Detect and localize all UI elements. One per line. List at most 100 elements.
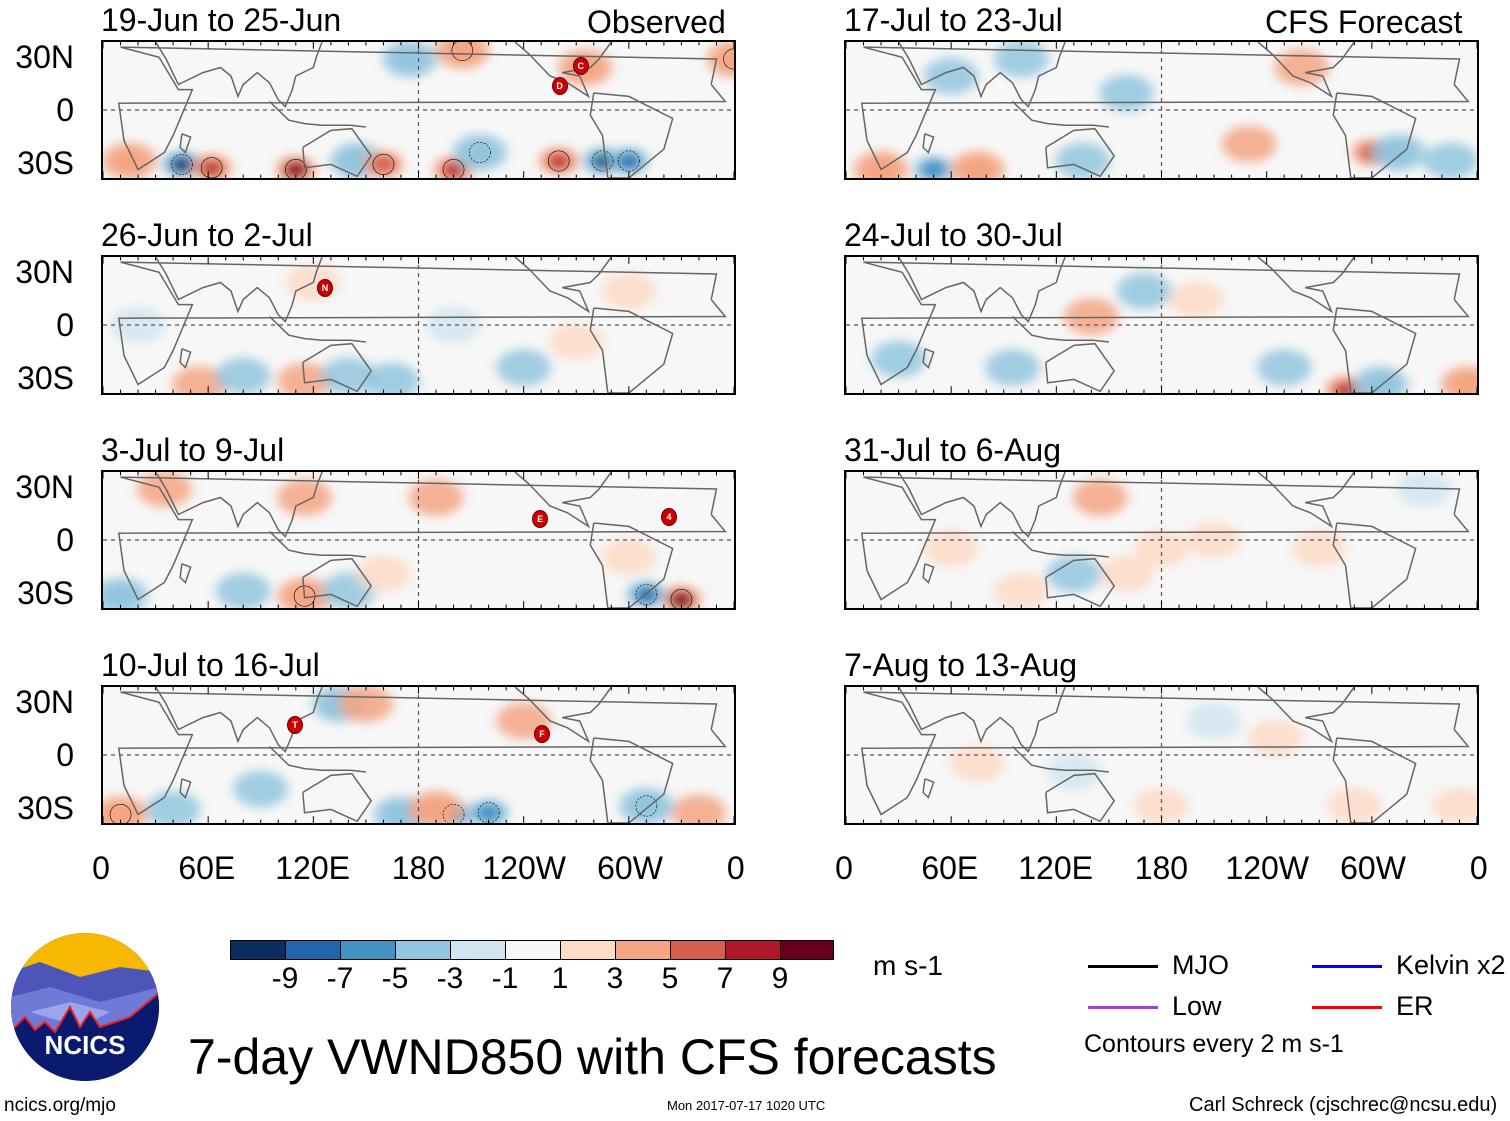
coastline bbox=[899, 257, 1066, 322]
y-axis-label: 0 bbox=[56, 92, 74, 128]
colorbar-label: -9 bbox=[271, 962, 299, 995]
coastline bbox=[303, 344, 371, 392]
anomaly-blob bbox=[923, 530, 979, 567]
anomaly-blob bbox=[356, 555, 411, 593]
anomaly-blob bbox=[1274, 49, 1330, 86]
y-axis-label: 30S bbox=[17, 790, 74, 826]
coastline bbox=[1046, 129, 1114, 177]
storm-marker-icon: N bbox=[317, 279, 333, 298]
map-panel bbox=[844, 685, 1479, 825]
anomaly-peak bbox=[174, 159, 189, 173]
anomaly-blob bbox=[1116, 272, 1172, 310]
coastline bbox=[515, 42, 611, 96]
map-canvas bbox=[846, 257, 1477, 393]
coastline bbox=[1333, 523, 1415, 608]
coastline bbox=[1046, 559, 1114, 607]
coastline bbox=[270, 102, 366, 128]
anomaly-field bbox=[103, 687, 727, 823]
mjo-contour bbox=[636, 796, 657, 816]
anomaly-core bbox=[103, 802, 138, 823]
anomaly-blob bbox=[137, 472, 192, 508]
anomaly-blob bbox=[1134, 530, 1189, 567]
anomaly-peak bbox=[204, 163, 219, 176]
source-url: ncics.org/mjo bbox=[4, 1095, 116, 1116]
coastline bbox=[1258, 42, 1354, 96]
coastline bbox=[862, 262, 1468, 384]
coastline bbox=[1333, 93, 1415, 178]
coastline bbox=[119, 692, 725, 814]
coastline bbox=[180, 779, 191, 798]
anomaly-blob bbox=[1432, 787, 1477, 823]
coastline bbox=[1333, 308, 1415, 393]
colorbar-swatch bbox=[615, 940, 671, 960]
panel-title: 3-Jul to 9-Jul bbox=[101, 432, 285, 468]
anomaly-blob bbox=[215, 572, 271, 608]
legend-note: Contours every 2 m s-1 bbox=[1084, 1030, 1344, 1058]
x-axis-label: 60W bbox=[597, 850, 663, 886]
storm-marker-icon: F bbox=[533, 725, 550, 743]
anomaly-field bbox=[110, 264, 657, 393]
storm-marker-icon: D bbox=[551, 76, 568, 95]
anomaly-blob bbox=[950, 745, 1005, 782]
colorbar-swatch bbox=[395, 940, 451, 960]
coastline bbox=[1046, 344, 1114, 392]
coastline bbox=[156, 687, 323, 752]
anomaly-blob bbox=[233, 770, 289, 808]
colorbar-label: 1 bbox=[551, 962, 569, 995]
colorbar-swatch bbox=[450, 940, 506, 960]
anomaly-core bbox=[717, 46, 734, 72]
coastline bbox=[1013, 747, 1109, 773]
coastline bbox=[590, 523, 672, 608]
map-canvas bbox=[846, 472, 1477, 608]
map-canvas bbox=[846, 42, 1477, 178]
figure-title: 7-day VWND850 with CFS forecasts bbox=[188, 1029, 997, 1085]
y-axis-label: 0 bbox=[56, 522, 74, 558]
legend-label: ER bbox=[1396, 991, 1434, 1021]
colorbar-label: -5 bbox=[381, 962, 409, 995]
panel-title: 26-Jun to 2-Jul bbox=[101, 217, 313, 253]
mjo-contour bbox=[671, 589, 692, 608]
coastline bbox=[515, 257, 611, 311]
map-panel bbox=[844, 255, 1479, 395]
panel-title: 19-Jun to 25-Jun bbox=[101, 2, 342, 38]
timestamp: Mon 2017-07-17 1020 UTC bbox=[667, 1098, 826, 1113]
map-panel bbox=[101, 40, 736, 180]
credit: Carl Schreck (cjschrec@ncsu.edu) bbox=[1189, 1094, 1498, 1116]
anomaly-blob bbox=[993, 42, 1049, 78]
storm-marker-icon: C bbox=[572, 57, 589, 76]
anomaly-peak bbox=[595, 156, 610, 169]
anomaly-blob bbox=[985, 349, 1040, 386]
anomaly-core bbox=[864, 157, 898, 178]
colorbar-label: -7 bbox=[326, 962, 354, 995]
legend-line-mjo bbox=[1088, 965, 1158, 968]
panel-title: 17-Jul to 23-Jul bbox=[844, 2, 1063, 38]
anomaly-core bbox=[960, 157, 995, 178]
anomaly-blob bbox=[871, 340, 926, 378]
colorbar-label: -1 bbox=[491, 962, 519, 995]
coastline bbox=[1013, 102, 1109, 128]
colorbar-units: m s-1 bbox=[873, 950, 943, 981]
anomaly-blob bbox=[338, 687, 394, 723]
anomaly-blob bbox=[1291, 530, 1347, 567]
coastline bbox=[1258, 687, 1354, 741]
coastline bbox=[156, 42, 323, 107]
coastline bbox=[156, 257, 323, 322]
mjo-contour bbox=[636, 584, 657, 604]
coastline bbox=[1258, 472, 1354, 526]
legend-line-er bbox=[1312, 1006, 1382, 1009]
y-axis-label: 30N bbox=[15, 469, 74, 505]
mjo-contour bbox=[592, 151, 613, 171]
coastline bbox=[862, 477, 1468, 599]
panel-title: 10-Jul to 16-Jul bbox=[101, 647, 320, 683]
anomaly-blob bbox=[1134, 787, 1189, 823]
coastline bbox=[119, 262, 725, 384]
anomaly-blob bbox=[1248, 719, 1303, 757]
coastline bbox=[156, 472, 323, 537]
colorbar-swatch bbox=[780, 940, 834, 960]
coastline bbox=[899, 472, 1066, 537]
y-axis-label: 30S bbox=[17, 145, 74, 181]
x-axis-label: 120W bbox=[1225, 850, 1309, 886]
y-axis-label: 0 bbox=[56, 737, 74, 773]
x-axis-label: 180 bbox=[391, 850, 446, 886]
panel-title: 7-Aug to 13-Aug bbox=[844, 647, 1078, 683]
